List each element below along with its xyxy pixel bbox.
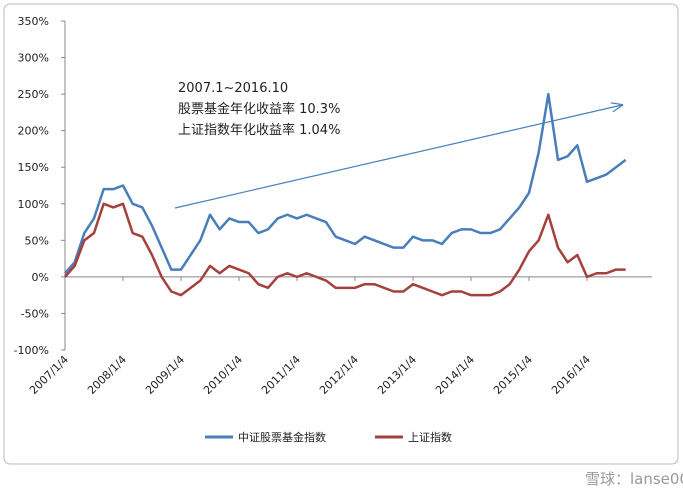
x-tick-label: 2008/1/4 [85,353,129,397]
x-tick-label: 2011/1/4 [259,353,303,397]
x-tick-label: 2013/1/4 [375,353,419,397]
x-tick-label: 2007/1/4 [27,353,71,397]
legend-label: 上证指数 [408,430,452,444]
y-tick-label: -100% [14,344,49,357]
y-tick-label: 200% [18,125,49,138]
x-tick-label: 2009/1/4 [143,353,187,397]
y-tick-label: 150% [18,161,49,174]
y-tick-label: 300% [18,52,49,65]
y-tick-label: 250% [18,88,49,101]
trend-arrow [174,105,622,209]
series-line [64,92,627,275]
annotation: 上证指数年化收益率 1.04% [178,122,340,138]
x-tick-label: 2014/1/4 [433,353,477,397]
x-tick-label: 2015/1/4 [491,353,535,397]
y-tick-label: 100% [18,198,49,211]
watermark: 雪球：lanse001 [585,470,683,488]
series-line [64,202,626,297]
y-tick-label: 0% [32,271,49,284]
chart-frame [3,3,679,465]
legend-label: 中证股票基金指数 [238,430,326,444]
y-tick-label: 350% [18,15,49,28]
x-tick-label: 2012/1/4 [317,353,361,397]
annotation: 股票基金年化收益率 10.3% [178,101,340,117]
x-tick-label: 2016/1/4 [549,353,593,397]
y-tick-label: 50% [25,234,49,247]
x-tick-label: 2010/1/4 [201,353,245,397]
y-tick-label: -50% [21,307,49,320]
annotation: 2007.1~2016.10 [178,81,288,96]
